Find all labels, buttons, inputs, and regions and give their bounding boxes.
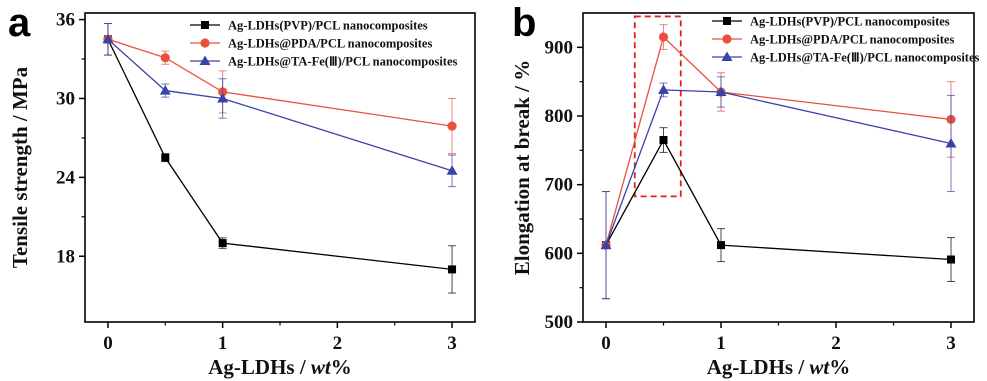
legend-marker [721, 51, 733, 61]
series-b-1 [601, 24, 956, 300]
x-tick-label: 0 [601, 333, 611, 354]
x-tick-label: 2 [333, 333, 343, 354]
series-line [107, 38, 453, 127]
x-tick-label: 2 [831, 333, 841, 354]
x-axis-label-b: Ag-LDHs / wt% [707, 355, 851, 379]
legend-b: Ag-LDHs(PVP)/PCL nanocomposites Ag-LDHs@P… [712, 15, 980, 65]
series-line [107, 38, 453, 172]
y-tick-label: 700 [545, 175, 574, 196]
panel-a-label: a [8, 1, 31, 45]
series-b-0 [602, 127, 955, 300]
legend-marker [722, 34, 732, 44]
data-point [217, 92, 229, 103]
legend-marker [199, 55, 211, 65]
data-point [659, 136, 668, 145]
panel-b: b 0 1 2 3 500 600 700 800 900 Ag-LDHs(PVP)/PCL n… [510, 1, 980, 379]
data-point [945, 137, 957, 148]
data-point [159, 85, 171, 95]
panel-a: a 0 1 2 3 18 24 30 36 Ag-LDHs(PVP)/PCL nanocomp… [8, 1, 476, 379]
series-line [605, 35, 952, 246]
x-axis-label-a: Ag-LDHs / wt% [208, 355, 352, 379]
legend-label: Ag-LDHs@TA-Fe(Ⅲ)/PCL nanocomposites [228, 55, 458, 69]
data-point [600, 239, 612, 250]
y-tick-label: 600 [545, 243, 574, 264]
data-point [161, 153, 170, 162]
data-point [658, 84, 669, 94]
data-point [447, 121, 457, 131]
series-line [605, 138, 952, 261]
y-tick-label: 24 [56, 167, 76, 188]
y-axis-label-a: Tensile strength / MPa [8, 66, 32, 268]
legend-label: Ag-LDHs@PDA/PCL nanocomposites [228, 37, 432, 51]
x-tick-label: 3 [447, 333, 457, 354]
data-point [448, 265, 457, 274]
y-tick-label: 36 [56, 10, 75, 31]
highlight-box [633, 15, 682, 198]
legend-label: Ag-LDHs(PVP)/PCL nanocomposites [750, 15, 950, 29]
legend-a: Ag-LDHs(PVP)/PCL nanocomposites Ag-LDHs@P… [190, 19, 458, 69]
y-tick-label: 500 [545, 312, 574, 333]
panel-b-label: b [512, 1, 536, 45]
series-a-2 [102, 23, 458, 188]
x-tick-label: 1 [716, 333, 726, 354]
x-tick-label: 1 [218, 333, 228, 354]
y-tick-label: 900 [545, 37, 574, 58]
data-point [947, 255, 955, 264]
legend-label: Ag-LDHs@PDA/PCL nanocomposites [750, 33, 954, 47]
legend-label: Ag-LDHs(PVP)/PCL nanocomposites [228, 19, 428, 33]
legend-marker [200, 38, 210, 48]
data-point [715, 86, 727, 96]
x-tick-label: 0 [103, 333, 113, 354]
data-point [658, 32, 669, 42]
data-point [102, 33, 114, 44]
data-point [218, 239, 227, 248]
legend-marker [723, 17, 731, 25]
y-tick-label: 800 [545, 106, 574, 127]
y-tick-label: 18 [56, 246, 75, 267]
series-b-2 [600, 76, 957, 300]
y-axis-label-b: Elongation at break / % [510, 60, 534, 275]
x-tick-label: 3 [946, 333, 956, 354]
legend-label: Ag-LDHs@TA-Fe(Ⅲ)/PCL nanocomposites [750, 51, 980, 65]
legend-marker [201, 21, 209, 29]
y-tick-label: 30 [56, 88, 75, 109]
data-point [446, 165, 458, 175]
data-point [717, 241, 725, 250]
series-line [107, 39, 453, 271]
series-line [605, 89, 952, 246]
data-point [160, 53, 170, 63]
